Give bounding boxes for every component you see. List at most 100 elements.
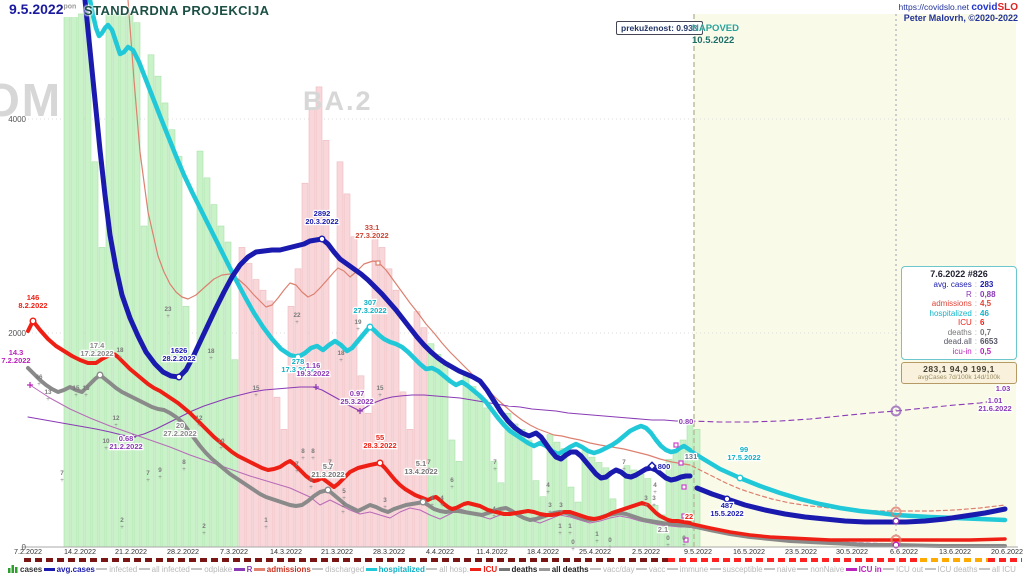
stats-row-value: 283: [980, 280, 994, 289]
plus-marker: +: [264, 524, 268, 531]
value-annotation: 1626 28.2.2022: [162, 346, 195, 363]
daily-value-label: 7: [60, 470, 64, 477]
daily-value-label: 0: [571, 539, 575, 546]
x-axis-label: 9.5.2022: [684, 547, 712, 556]
data-marker: [375, 260, 381, 266]
daily-value-label: 3: [548, 502, 552, 509]
stats-row-value: 0,5: [980, 346, 992, 356]
legend-item-all-deaths[interactable]: all deaths: [538, 565, 589, 574]
legend-item-icu-deaths[interactable]: ICU deaths: [924, 565, 978, 574]
daily-value-label: 3: [341, 502, 345, 509]
value-annotation: 2892 20.3.2022: [305, 209, 338, 226]
weekday-label: pon: [63, 3, 77, 11]
series-ICU: [26, 319, 692, 525]
x-axis-label: 13.6.2022: [939, 547, 971, 556]
value-annotation: 5.1 13.4.2022: [404, 459, 437, 476]
legend-label: avg.cases: [56, 564, 95, 574]
legend-item-vacc-day[interactable]: vacc/day: [589, 565, 635, 574]
daily-value-label: 7: [622, 459, 626, 466]
plus-marker: +: [197, 422, 201, 429]
case-bar: [329, 343, 337, 548]
legend-item-naive[interactable]: naive: [763, 565, 796, 574]
legend-item-icu[interactable]: ICU: [470, 565, 497, 574]
stats-row-label: dead.all: [943, 337, 972, 346]
legend-item-icu-out[interactable]: ICU out: [883, 565, 923, 574]
plus-marker: +: [37, 381, 41, 388]
site-url[interactable]: https://covidslo.net: [898, 2, 969, 12]
case-bar: [574, 501, 582, 548]
author-credit: Peter Malovrh, ©2020-2022: [903, 13, 1018, 23]
legend-item-cases[interactable]: cases: [8, 564, 42, 575]
plus-marker: +: [546, 489, 550, 496]
legend-swatch: [470, 567, 482, 571]
plus-marker: +: [311, 455, 315, 462]
daily-value-label: 6: [450, 477, 454, 484]
plus-marker: +: [118, 354, 122, 361]
legend-item-hospitalized[interactable]: hospitalized: [365, 565, 425, 574]
daily-value-label: 1: [558, 523, 562, 530]
plus-marker: +: [114, 422, 118, 429]
plus-marker: +: [622, 466, 626, 473]
stats-row-value: 0,7: [980, 327, 992, 337]
stats-row-label: R: [965, 289, 972, 299]
plus-marker: +: [84, 392, 88, 399]
legend-item-admissions[interactable]: admissions: [253, 564, 311, 574]
legend-swatch: [709, 568, 721, 570]
legend-swatch: [589, 568, 601, 570]
data-marker: [892, 541, 900, 549]
case-bar: [441, 364, 449, 548]
data-marker: [357, 408, 363, 414]
stats-row-value: 6: [980, 318, 985, 327]
daily-value-label: 4: [492, 506, 496, 513]
legend-item-all-icu[interactable]: all ICU: [978, 564, 1016, 574]
plus-marker: +: [440, 502, 444, 509]
legend-item-all-infected[interactable]: all infected: [138, 565, 190, 574]
legend-item-discharged[interactable]: discharged: [312, 565, 364, 574]
daily-value-label: 7: [146, 470, 150, 477]
plus-marker: +: [339, 357, 343, 364]
legend-swatch: [883, 568, 895, 570]
legend-item-avg-cases[interactable]: avg.cases: [43, 564, 95, 574]
legend-item-all-hosp-[interactable]: all hosp.: [426, 565, 469, 574]
forecast-label: NAPOVED 10.5.2022: [692, 23, 739, 46]
daily-value-label: 1: [264, 517, 268, 524]
daily-value-label: 1: [568, 523, 572, 530]
case-bar: [483, 407, 491, 548]
legend-item-infected[interactable]: infected: [96, 565, 137, 574]
series-admissions: [127, 0, 691, 466]
daily-value-label: 4: [440, 495, 444, 502]
legend-item-immune[interactable]: immune: [666, 565, 708, 574]
legend-label: admissions: [266, 564, 311, 574]
legend-item-vacc[interactable]: vacc: [635, 565, 665, 574]
stats-row: avg. cases:283: [906, 280, 1012, 290]
x-axis-label: 14.2.2022: [64, 547, 96, 556]
data-marker: [376, 459, 384, 467]
legend-swatch: [233, 567, 245, 571]
stats-row-value: 6653: [980, 337, 998, 346]
series-deaths: [26, 366, 692, 528]
case-bar: [406, 428, 414, 548]
legend-label: all ICU: [991, 564, 1016, 574]
daily-value-label: 15: [72, 385, 80, 392]
legend-item-nonnaive[interactable]: nonNaive: [797, 565, 844, 574]
stats-row-value: 0,88: [980, 289, 996, 299]
case-bar: [63, 13, 71, 548]
legend-label: R: [246, 564, 253, 574]
data-marker: [294, 353, 302, 361]
legend-item-r[interactable]: R: [233, 564, 253, 574]
value-annotation: 1.16 19.3.2022: [296, 361, 329, 378]
stats-box: 7.6.2022 #826 avg. cases:283 R:0,88 admiss…: [901, 266, 1017, 360]
case-bar: [469, 386, 477, 548]
plus-marker: +: [254, 392, 258, 399]
legend-item-susceptible[interactable]: susceptible: [709, 565, 763, 574]
plus-marker: +: [666, 542, 670, 549]
daily-value-label: 0: [666, 535, 670, 542]
legend-item-icu-in[interactable]: ICU in: [845, 565, 882, 574]
plus-marker: +: [548, 509, 552, 516]
legend-item-deaths[interactable]: deaths: [498, 565, 537, 574]
plus-marker: +: [146, 477, 150, 484]
legend-item-odplake[interactable]: odplake: [191, 565, 232, 574]
prekuzenost-badge: prekuženost: 0.938: [616, 21, 703, 35]
data-marker: [890, 506, 902, 518]
